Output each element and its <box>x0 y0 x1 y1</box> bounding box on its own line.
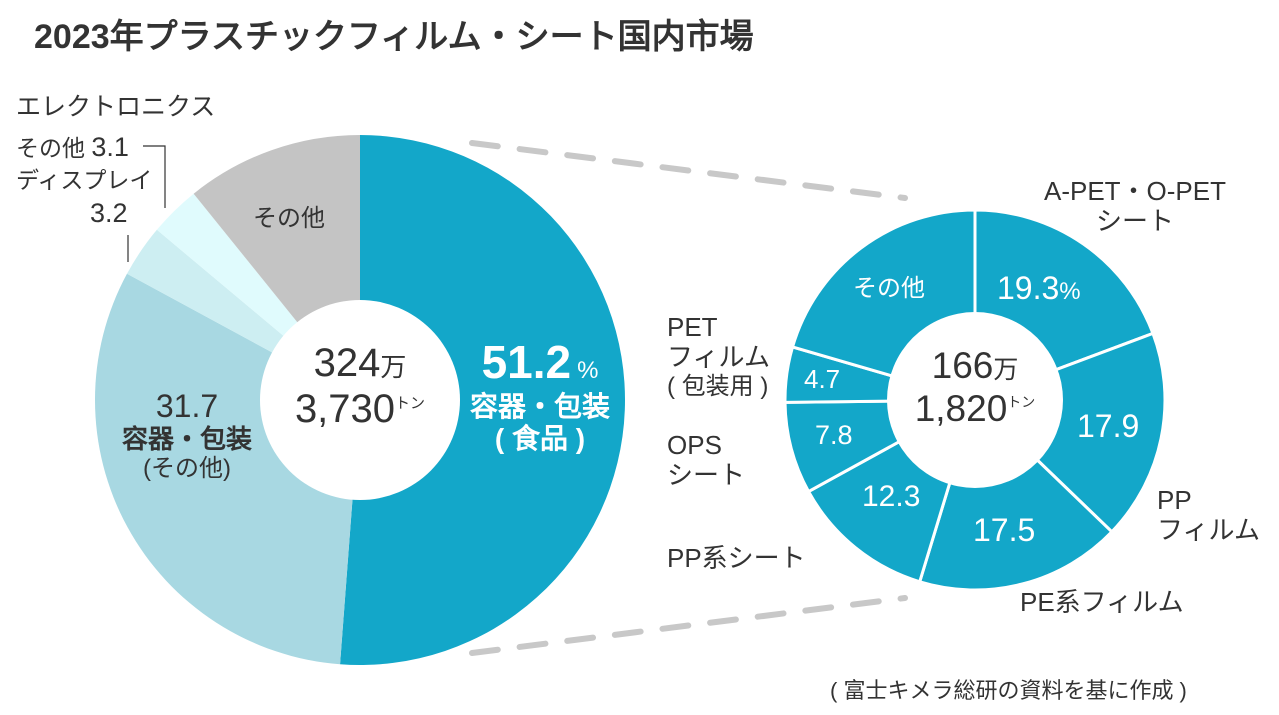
label-a: 容器・包装 <box>121 423 252 454</box>
connector-bottom <box>469 595 908 656</box>
label-b: シート <box>667 459 746 490</box>
unit: % <box>577 357 599 384</box>
donut-hole <box>260 300 460 500</box>
unit: % <box>1059 278 1081 305</box>
value-pp-sheet: 12.3 <box>862 480 921 513</box>
label-a: 容器・包装 <box>469 390 610 422</box>
unit: トン <box>395 395 426 412</box>
value-pp-film: 17.9 <box>1077 408 1140 444</box>
label-b: フィルム <box>667 341 770 372</box>
num: 3,730 <box>294 387 396 431</box>
unit: トン <box>1007 393 1036 410</box>
label-a: A-PET・O-PET <box>1043 176 1226 206</box>
value-food: 51.2 <box>481 336 572 388</box>
label-b: ( 食品 ) <box>494 423 586 455</box>
num: 166 <box>931 345 994 386</box>
label-pet-film: PET フィルム ( 包装用 ) <box>667 312 770 400</box>
center-total-overall: 324万 3,730トン <box>270 340 450 432</box>
chart-title: 2023年プラスチックフィルム・シート国内市場 <box>34 18 754 56</box>
connector-top <box>469 140 908 201</box>
label-a: OPS <box>667 430 722 460</box>
label-b: フィルム <box>1157 514 1260 545</box>
connector-lines <box>469 140 908 656</box>
value-ops: 7.8 <box>815 420 853 450</box>
value-pe-film: 17.5 <box>973 512 1036 548</box>
label-b: シート <box>1095 205 1174 236</box>
label-ops: OPS シート <box>667 430 746 491</box>
overall-pie <box>94 135 625 665</box>
label-text: その他 <box>16 135 85 161</box>
value-display: 3.2 <box>90 198 128 228</box>
unit: 万 <box>993 356 1019 384</box>
source-note: ( 富士キメラ総研の資料を基に作成 ) <box>830 678 1187 703</box>
label-pp-sheet: PP系シート <box>667 543 806 573</box>
label-electronics-group: エレクトロニクス <box>16 93 216 121</box>
leader-electronics-other <box>143 145 166 208</box>
num: 1,820 <box>914 387 1008 429</box>
value-pet-film: 4.7 <box>804 364 841 394</box>
value-containers-other: 31.7 <box>155 388 219 424</box>
label-display: ディスプレイ <box>16 167 153 193</box>
label-electronics-other: その他 3.1 <box>16 132 129 163</box>
label-c: ( 包装用 ) <box>667 372 769 400</box>
label-food: 51.2% 容器・包装 ( 食品 ) <box>455 336 625 455</box>
label-apet: A-PET・O-PET シート <box>1020 176 1250 237</box>
center-total-breakdown: 166万 1,820トン <box>895 345 1055 430</box>
leader-lines <box>127 145 166 262</box>
label-b: (その他) <box>143 454 231 482</box>
label-a: PET <box>667 312 718 342</box>
unit: 万 <box>380 352 407 382</box>
value-apet: 19.3% <box>997 270 1081 307</box>
label-pe-film: PE系フィルム <box>1020 587 1184 617</box>
label-containers-other: 31.7 容器・包装 (その他) <box>112 388 262 482</box>
pie-slice-0 <box>340 135 625 665</box>
donut-hole <box>887 312 1063 488</box>
value-electronics-other: 3.1 <box>91 132 129 162</box>
breakdown-donut <box>783 208 1167 592</box>
label-breakdown-other: その他 <box>853 275 925 302</box>
num: 324 <box>313 341 381 385</box>
num: 19.3 <box>997 270 1060 306</box>
label-pp-film: PP フィルム <box>1157 485 1260 546</box>
label-other-slice: その他 <box>253 205 325 232</box>
label-a: PP <box>1157 485 1192 515</box>
